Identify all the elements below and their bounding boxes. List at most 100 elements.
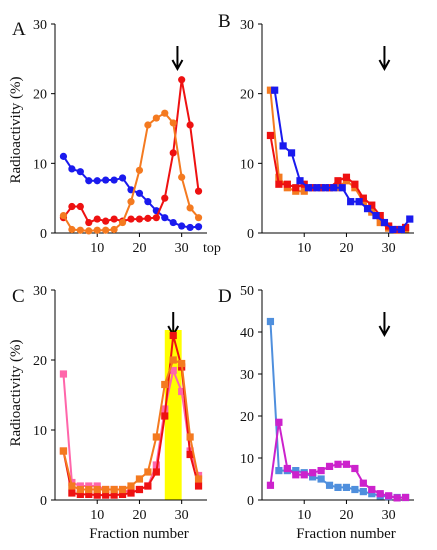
data-point <box>110 225 118 234</box>
x-tick-label: 30 <box>175 508 189 523</box>
series-3 <box>59 356 203 494</box>
data-point <box>68 202 76 211</box>
data-point <box>342 483 351 491</box>
panel-b: 0 10 20 30 10 20 30 B <box>218 11 414 256</box>
data-point <box>102 485 110 494</box>
data-point <box>127 489 135 497</box>
x-axis-label: Fraction number <box>296 526 396 542</box>
panel-letter: D <box>218 286 232 307</box>
data-point <box>178 76 186 84</box>
data-point <box>393 494 401 502</box>
data-point <box>85 177 93 185</box>
y-tick-label: 20 <box>33 88 47 103</box>
data-point <box>186 204 194 212</box>
data-point <box>321 184 329 192</box>
data-point <box>178 173 186 181</box>
data-point <box>342 460 351 468</box>
data-point <box>152 214 160 222</box>
series-1 <box>266 86 410 234</box>
data-point <box>186 450 194 459</box>
data-point <box>118 490 127 498</box>
data-point <box>161 380 169 389</box>
x-tick-label: 20 <box>132 508 146 523</box>
data-point <box>376 218 384 227</box>
y-tick-label: 30 <box>33 18 47 33</box>
data-point <box>309 473 317 481</box>
data-point <box>368 485 376 494</box>
x-axis-label: Fraction number <box>89 526 189 542</box>
data-point <box>359 488 367 496</box>
data-point <box>59 370 68 378</box>
data-point <box>102 226 110 234</box>
data-point <box>338 184 346 192</box>
data-point <box>317 467 325 475</box>
data-point <box>380 218 389 227</box>
data-point <box>85 485 93 494</box>
panel-d: 0 10 20 30 40 50 10 20 30 D Fraction number <box>218 284 414 542</box>
data-point <box>194 223 203 231</box>
data-point <box>85 218 93 227</box>
series-2 <box>266 131 410 234</box>
data-point <box>372 211 380 220</box>
data-point <box>102 217 110 225</box>
data-point <box>376 211 384 220</box>
series-line <box>269 90 406 232</box>
data-point <box>110 491 118 499</box>
data-point <box>359 479 367 487</box>
data-point <box>406 215 414 223</box>
data-point <box>161 109 169 117</box>
y-tick-label: 20 <box>33 354 47 369</box>
data-point <box>152 114 160 122</box>
data-point <box>275 180 283 188</box>
data-point <box>325 462 334 470</box>
data-point <box>292 184 300 192</box>
data-point <box>93 485 101 494</box>
data-point <box>347 198 355 206</box>
data-point <box>144 121 152 129</box>
x-tick-label: 30 <box>175 241 189 256</box>
x-tick-label: 10 <box>90 241 104 256</box>
data-point <box>93 491 101 499</box>
data-point <box>135 215 144 223</box>
data-point <box>169 218 177 227</box>
series-2 <box>266 418 410 502</box>
data-point <box>152 461 160 469</box>
y-axis-label: Radioactivity (%) <box>8 339 24 446</box>
y-tick-label: 10 <box>33 157 47 172</box>
y-tick-label: 10 <box>240 452 254 467</box>
data-point <box>355 198 363 206</box>
x-tick-label: 20 <box>132 241 146 256</box>
data-point <box>266 86 275 94</box>
data-point <box>275 173 283 181</box>
x-end-label: top <box>203 241 221 256</box>
series-2 <box>59 76 203 227</box>
data-point <box>169 331 177 340</box>
data-point <box>178 359 186 368</box>
data-point <box>186 121 194 129</box>
data-point <box>161 214 169 222</box>
data-point <box>194 475 203 483</box>
data-point <box>102 491 110 499</box>
data-point <box>59 211 68 220</box>
y-tick-label: 20 <box>240 410 254 425</box>
data-point <box>194 482 203 490</box>
data-point <box>304 184 313 192</box>
data-point <box>169 366 177 375</box>
data-point <box>144 214 152 222</box>
data-point <box>68 482 76 490</box>
data-point <box>68 489 76 497</box>
data-point <box>279 142 287 150</box>
y-tick-label: 50 <box>240 284 254 299</box>
data-point <box>152 433 160 441</box>
x-tick-label: 10 <box>90 508 104 523</box>
series-3 <box>271 86 414 234</box>
data-point <box>93 226 101 234</box>
data-point <box>135 485 144 494</box>
data-point <box>76 168 84 176</box>
panel-letter: C <box>12 286 25 307</box>
data-point <box>85 227 93 235</box>
data-point <box>271 86 279 94</box>
data-point <box>397 225 405 234</box>
y-tick-label: 30 <box>240 18 254 33</box>
